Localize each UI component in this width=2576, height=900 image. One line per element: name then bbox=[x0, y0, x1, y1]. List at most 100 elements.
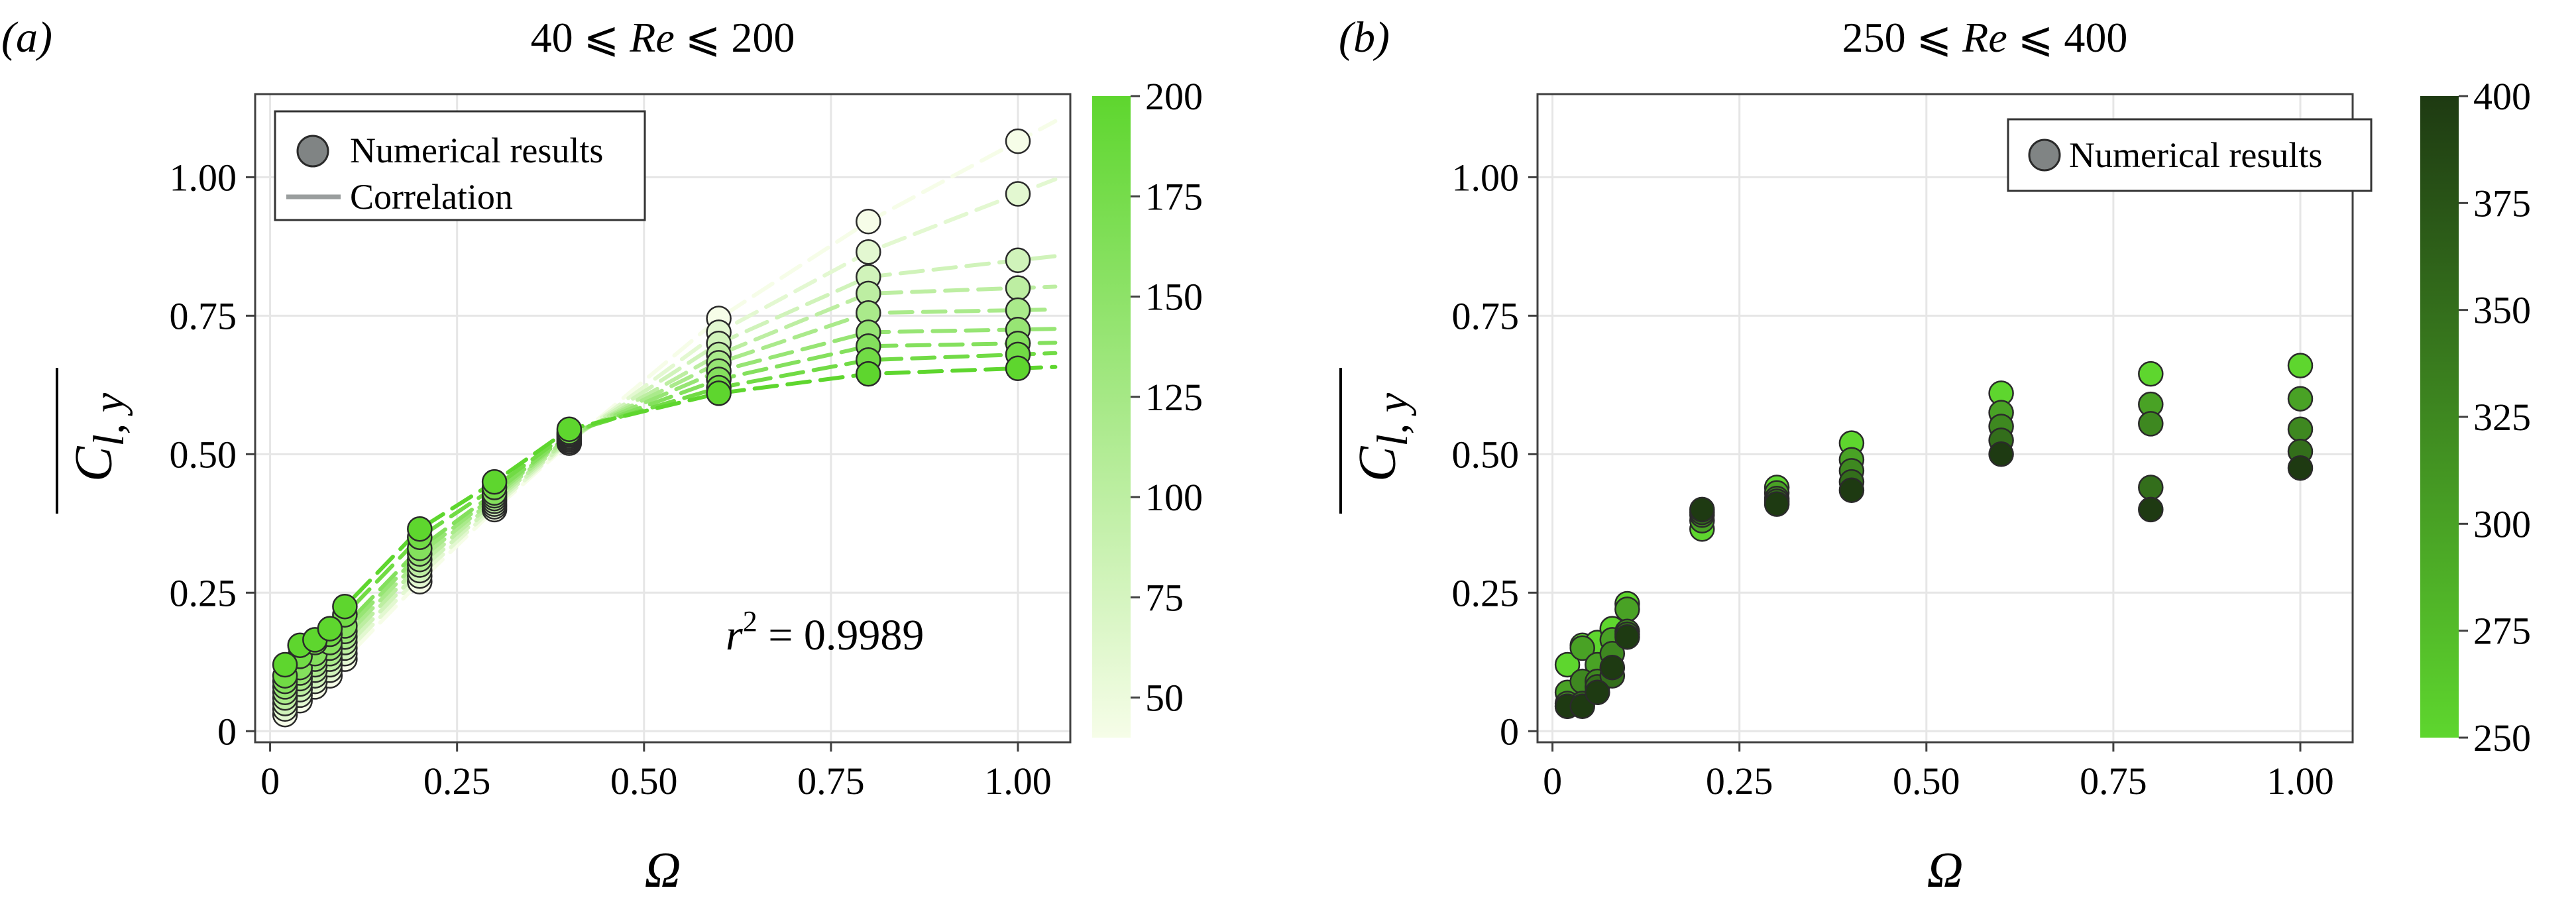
colorbar-gradient bbox=[2420, 96, 2459, 738]
data-point bbox=[2287, 353, 2314, 378]
data-point bbox=[1599, 654, 1626, 681]
data-point bbox=[556, 416, 583, 442]
x-tick-label: 0.75 bbox=[2080, 759, 2147, 803]
y-tick-label: 0.75 bbox=[1452, 294, 1520, 337]
data-point bbox=[1005, 355, 1031, 382]
colorbar-tick-label: 350 bbox=[2473, 289, 2531, 332]
data-point bbox=[317, 616, 343, 642]
data-point bbox=[1005, 275, 1031, 301]
legend-label: Correlation bbox=[350, 177, 513, 217]
colorbar-tick-label: 75 bbox=[1145, 576, 1184, 619]
y-axis-label: Cl, y bbox=[1349, 392, 1417, 482]
data-point bbox=[1988, 441, 2014, 467]
data-points bbox=[272, 128, 1031, 728]
y-tick-label: 0.25 bbox=[170, 571, 237, 614]
correlation-line bbox=[283, 351, 1058, 678]
colorbar-tick-label: 300 bbox=[2473, 502, 2531, 545]
data-point bbox=[2138, 361, 2164, 387]
data-point bbox=[1585, 679, 1610, 706]
y-tick-label: 0.50 bbox=[170, 433, 237, 476]
colorbar-tick-label: 175 bbox=[1145, 175, 1203, 218]
data-point bbox=[1005, 181, 1031, 207]
legend-box bbox=[2007, 118, 2373, 192]
colorbar-tick-label: 125 bbox=[1145, 376, 1203, 419]
data-point bbox=[2138, 411, 2164, 437]
data-point bbox=[856, 361, 881, 387]
plot-frame bbox=[254, 93, 1072, 744]
colorbar-tick-label: 325 bbox=[2473, 396, 2531, 439]
colorbar-ticks: 50 75 100 125 150 175 200 bbox=[1131, 75, 1203, 720]
y-tick-label: 0 bbox=[1500, 710, 1519, 753]
data-point bbox=[706, 380, 732, 406]
data-point bbox=[1554, 651, 1581, 678]
y-tick-label: 1.00 bbox=[1452, 156, 1520, 199]
correlation-line bbox=[283, 254, 1058, 706]
data-point bbox=[2287, 386, 2314, 412]
colorbar-tick-label: 100 bbox=[1145, 476, 1203, 519]
panel-label: (a) bbox=[1, 13, 52, 62]
x-tick-label: 0 bbox=[260, 759, 280, 803]
x-tick-label: 0.50 bbox=[1893, 759, 1960, 803]
legend-label: Numerical results bbox=[350, 131, 603, 170]
axis-ticks: 0 0.25 0.50 0.75 1.00 0 0.25 0.50 0.75 1.00 bbox=[170, 156, 1052, 803]
colorbar-gradient bbox=[1092, 96, 1131, 738]
panel-a: (a) 40 ⩽ Re ⩽ 200 0 0.25 0.50 0.75 1.00 0 0.25… bbox=[1, 13, 1203, 898]
data-points bbox=[1554, 353, 2314, 719]
x-tick-label: 0.50 bbox=[610, 759, 678, 803]
grid bbox=[1538, 94, 2353, 742]
panel-label: (b) bbox=[1339, 13, 1390, 62]
colorbar-ticks: 250 275 300 325 350 375 400 bbox=[2459, 75, 2531, 759]
colorbar-tick-label: 150 bbox=[1145, 276, 1203, 319]
x-tick-label: 0.25 bbox=[1706, 759, 1773, 803]
data-point bbox=[272, 651, 298, 678]
legend: Numerical results Correlation bbox=[274, 110, 646, 221]
chart-title: 40 ⩽ Re ⩽ 200 bbox=[531, 14, 795, 61]
colorbar-tick-label: 375 bbox=[2473, 182, 2531, 225]
x-tick-label: 1.00 bbox=[984, 759, 1052, 803]
colorbar-tick-label: 275 bbox=[2473, 610, 2531, 653]
colorbar-tick-label: 400 bbox=[2473, 75, 2531, 118]
colorbar-tick-label: 200 bbox=[1145, 75, 1203, 118]
data-point bbox=[2138, 496, 2164, 523]
correlation-line bbox=[283, 284, 1058, 701]
y-tick-label: 0.50 bbox=[1452, 433, 1520, 476]
colorbar-tick-label: 250 bbox=[2473, 716, 2531, 759]
x-axis-label: Ω bbox=[1927, 842, 1964, 898]
y-tick-label: 0.75 bbox=[170, 294, 237, 337]
data-point bbox=[2138, 475, 2164, 500]
correlation-line bbox=[283, 177, 1058, 711]
y-tick-label: 0 bbox=[217, 710, 237, 753]
data-point bbox=[1614, 624, 1640, 650]
colorbar: 50 75 100 125 150 175 200 bbox=[1092, 75, 1203, 738]
r-squared-annotation: r2 = 0.9989 bbox=[726, 605, 924, 659]
panel-b: (b) 250 ⩽ Re ⩽ 400 0 0.25 0.50 0.75 1.00 0 0.2… bbox=[1339, 13, 2531, 898]
colorbar: 250 275 300 325 350 375 400 bbox=[2420, 75, 2531, 759]
data-point bbox=[1569, 635, 1595, 661]
data-point bbox=[481, 469, 508, 495]
data-point bbox=[407, 516, 433, 542]
data-point bbox=[856, 209, 881, 235]
y-axis-label: Cl, y bbox=[65, 392, 133, 482]
x-axis-label: Ω bbox=[645, 842, 681, 898]
plot-frame bbox=[1536, 93, 2354, 744]
data-point bbox=[1005, 247, 1031, 274]
legend-marker bbox=[296, 135, 329, 168]
chart-title: 250 ⩽ Re ⩽ 400 bbox=[1842, 14, 2128, 61]
data-point bbox=[856, 239, 881, 265]
x-tick-label: 1.00 bbox=[2267, 759, 2334, 803]
data-point bbox=[1838, 477, 1865, 503]
data-point bbox=[1614, 596, 1640, 622]
data-point bbox=[2287, 416, 2314, 442]
colorbar-tick-label: 50 bbox=[1145, 677, 1184, 720]
x-tick-label: 0.25 bbox=[423, 759, 491, 803]
data-point bbox=[332, 593, 358, 620]
legend: Numerical results bbox=[2007, 118, 2373, 192]
legend-marker bbox=[2028, 139, 2061, 172]
data-point bbox=[1764, 491, 1790, 517]
y-tick-label: 0.25 bbox=[1452, 571, 1520, 614]
y-tick-label: 1.00 bbox=[170, 156, 237, 199]
legend-box bbox=[274, 110, 646, 221]
legend-label: Numerical results bbox=[2069, 135, 2322, 175]
data-point bbox=[1005, 128, 1031, 154]
